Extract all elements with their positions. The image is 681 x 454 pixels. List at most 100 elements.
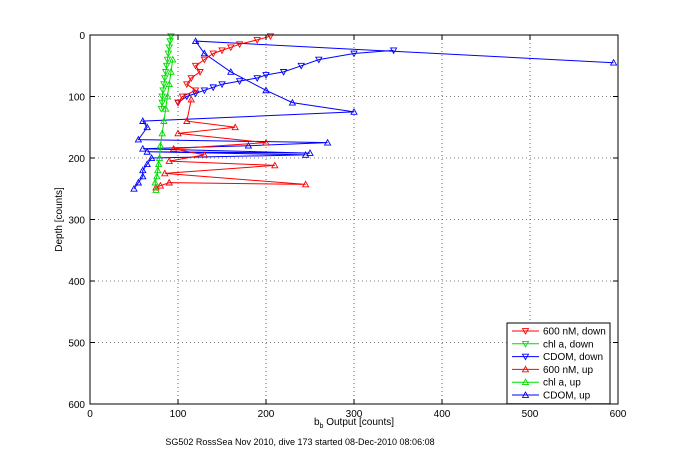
data-point-marker — [143, 160, 151, 168]
legend-label: chl a, up — [543, 378, 581, 389]
data-point-marker — [218, 47, 226, 55]
y-tick-label: 200 — [68, 154, 85, 165]
series-cdom-up — [130, 37, 618, 192]
data-point-marker — [156, 141, 165, 149]
x-tick-label: 500 — [522, 409, 539, 420]
legend-label: CDOM, up — [543, 391, 591, 402]
legend-label: CDOM, down — [543, 352, 603, 363]
data-point-marker — [271, 161, 279, 169]
data-point-marker — [301, 180, 310, 188]
data-point-marker — [191, 62, 200, 70]
data-point-marker — [139, 172, 147, 180]
data-point-marker — [139, 166, 147, 174]
data-point-marker — [209, 50, 217, 58]
data-point-marker — [279, 69, 288, 76]
data-point-marker — [191, 87, 200, 95]
legend-label: 600 nM, up — [543, 365, 593, 376]
data-point-marker — [168, 55, 177, 63]
data-point-marker — [163, 56, 172, 64]
data-point-marker — [389, 47, 398, 55]
data-point-marker — [163, 92, 172, 100]
data-point-marker — [315, 56, 323, 64]
series-600-nm-up — [152, 95, 310, 191]
data-point-marker — [153, 172, 161, 180]
x-axis-label-subscript: b — [320, 423, 324, 430]
data-point-marker — [200, 56, 209, 64]
data-point-marker — [174, 129, 182, 137]
data-point-marker — [151, 178, 159, 186]
data-point-marker — [521, 328, 530, 335]
data-point-marker — [244, 141, 253, 149]
data-point-marker — [165, 178, 173, 186]
data-point-marker — [191, 37, 200, 44]
data-point-marker — [158, 129, 166, 137]
data-point-marker — [231, 123, 239, 131]
data-point-marker — [167, 33, 175, 41]
data-point-marker — [147, 154, 156, 161]
x-axis-label-b: b — [314, 417, 320, 428]
data-point-marker — [200, 150, 209, 158]
data-point-marker — [521, 353, 530, 361]
data-point-marker — [350, 107, 358, 115]
y-tick-label: 100 — [68, 93, 85, 104]
data-point-marker — [227, 44, 235, 52]
data-point-marker — [262, 86, 270, 94]
x-tick-label: 300 — [346, 409, 363, 420]
data-point-marker — [161, 75, 169, 82]
y-tick-label: 400 — [68, 277, 85, 288]
data-point-marker — [154, 160, 163, 168]
data-point-marker — [158, 93, 166, 101]
data-point-marker — [521, 365, 530, 373]
data-point-marker — [521, 391, 530, 398]
series-chl-a-down — [157, 33, 175, 113]
series-chl-a-up — [151, 55, 177, 193]
data-point-marker — [187, 75, 195, 82]
data-point-marker — [161, 104, 170, 112]
data-point-marker — [288, 98, 297, 106]
legend-item: CDOM, up — [512, 391, 591, 402]
data-point-marker — [153, 166, 162, 174]
series-line — [133, 40, 614, 190]
legend-item: 600 nM, up — [512, 365, 593, 376]
data-point-marker — [134, 178, 143, 186]
series-line — [155, 99, 306, 188]
data-point-marker — [183, 117, 191, 124]
data-point-marker — [139, 117, 147, 124]
data-point-marker — [262, 138, 270, 146]
legend-item: 600 nM, down — [512, 327, 606, 338]
data-point-marker — [159, 87, 167, 95]
x-tick-label: 100 — [170, 409, 187, 420]
legend-item: CDOM, down — [512, 352, 603, 363]
data-point-marker — [521, 340, 530, 348]
data-point-marker — [253, 75, 261, 82]
data-point-marker — [235, 41, 244, 49]
data-point-marker — [164, 50, 173, 58]
data-point-marker — [162, 62, 171, 70]
data-point-marker — [350, 50, 358, 58]
data-point-marker — [209, 84, 217, 92]
x-axis-label: bb Output [counts] — [314, 417, 394, 430]
data-point-marker — [160, 117, 168, 124]
data-point-marker — [165, 44, 173, 52]
y-tick-label: 500 — [68, 339, 85, 350]
data-point-marker — [227, 67, 235, 75]
data-point-marker — [152, 186, 160, 193]
data-point-marker — [130, 184, 138, 192]
data-point-marker — [200, 87, 209, 95]
series-line — [160, 36, 172, 109]
data-point-marker — [166, 38, 174, 46]
series-cdom-down — [174, 47, 398, 107]
data-point-marker — [169, 144, 178, 152]
data-point-marker — [266, 33, 275, 41]
series-layer — [130, 33, 618, 193]
data-point-marker — [235, 78, 244, 86]
data-point-marker — [200, 49, 209, 57]
data-point-marker — [143, 123, 151, 131]
data-point-marker — [262, 72, 270, 79]
data-point-marker — [297, 62, 305, 70]
x-axis-label-rest: Output [counts] — [323, 417, 394, 428]
data-point-marker — [183, 81, 191, 89]
x-tick-label: 600 — [610, 409, 627, 420]
